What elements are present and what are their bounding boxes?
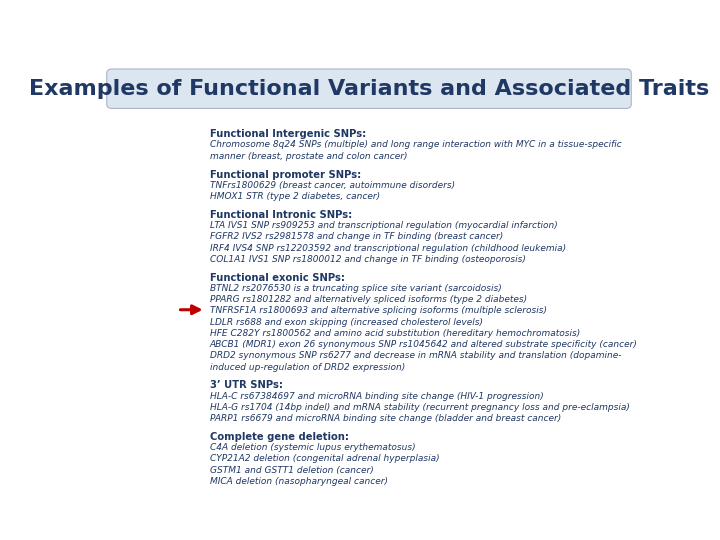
Text: IRF4 IVS4 SNP rs12203592 and transcriptional regulation (childhood leukemia): IRF4 IVS4 SNP rs12203592 and transcripti… [210,244,566,253]
Text: FGFR2 IVS2 rs2981578 and change in TF binding (breast cancer): FGFR2 IVS2 rs2981578 and change in TF bi… [210,232,503,241]
Text: Functional Intergenic SNPs:: Functional Intergenic SNPs: [210,129,366,139]
Text: HFE C282Y rs1800562 and amino acid substitution (hereditary hemochromatosis): HFE C282Y rs1800562 and amino acid subst… [210,329,580,338]
Text: EST. 2005: EST. 2005 [65,522,96,527]
Text: LDLR rs688 and exon skipping (increased cholesterol levels): LDLR rs688 and exon skipping (increased … [210,318,483,327]
Text: PPARG rs1801282 and alternatively spliced isoforms (type 2 diabetes): PPARG rs1801282 and alternatively splice… [210,295,527,304]
Text: 3’ UTR SNPs:: 3’ UTR SNPs: [210,380,283,390]
Text: Complete gene deletion:: Complete gene deletion: [210,432,349,442]
Text: TNFrs1800629 (breast cancer, autoimmune disorders): TNFrs1800629 (breast cancer, autoimmune … [210,181,455,190]
Text: ABCB1 (MDR1) exon 26 synonymous SNP rs1045642 and altered substrate specificity : ABCB1 (MDR1) exon 26 synonymous SNP rs10… [210,340,638,349]
Text: C4A deletion (systemic lupus erythematosus): C4A deletion (systemic lupus erythematos… [210,443,415,452]
Text: COL1A1 IVS1 SNP rs1800012 and change in TF binding (osteoporosis): COL1A1 IVS1 SNP rs1800012 and change in … [210,255,526,264]
Text: CYP21A2 deletion (congenital adrenal hyperplasia): CYP21A2 deletion (congenital adrenal hyp… [210,454,440,463]
Text: HLA-G rs1704 (14bp indel) and mRNA stability (recurrent pregnancy loss and pre-e: HLA-G rs1704 (14bp indel) and mRNA stabi… [210,403,630,412]
Text: BTNL2 rs2076530 is a truncating splice site variant (sarcoidosis): BTNL2 rs2076530 is a truncating splice s… [210,284,502,293]
Text: LTA IVS1 SNP rs909253 and transcriptional regulation (myocardial infarction): LTA IVS1 SNP rs909253 and transcriptiona… [210,221,558,230]
Text: University: University [46,504,114,517]
Text: Liverpool Hope: Liverpool Hope [30,489,130,502]
Text: Functional exonic SNPs:: Functional exonic SNPs: [210,273,345,283]
FancyBboxPatch shape [107,69,631,109]
Text: TNFRSF1A rs1800693 and alternative splicing isoforms (multiple sclerosis): TNFRSF1A rs1800693 and alternative splic… [210,306,547,315]
Text: manner (breast, prostate and colon cancer): manner (breast, prostate and colon cance… [210,152,408,161]
Text: induced up-regulation of DRD2 expression): induced up-regulation of DRD2 expression… [210,362,405,372]
Text: DRD2 synonymous SNP rs6277 and decrease in mRNA stability and translation (dopam: DRD2 synonymous SNP rs6277 and decrease … [210,352,621,360]
Text: PARP1 rs6679 and microRNA binding site change (bladder and breast cancer): PARP1 rs6679 and microRNA binding site c… [210,414,561,423]
Text: Functional Intronic SNPs:: Functional Intronic SNPs: [210,210,352,220]
Text: Functional promoter SNPs:: Functional promoter SNPs: [210,170,361,180]
Text: Chromosome 8q24 SNPs (multiple) and long range interaction with MYC in a tissue-: Chromosome 8q24 SNPs (multiple) and long… [210,140,622,150]
Text: MICA deletion (nasopharyngeal cancer): MICA deletion (nasopharyngeal cancer) [210,477,388,486]
Text: Examples of Functional Variants and Associated Traits: Examples of Functional Variants and Asso… [29,78,709,98]
Text: ★: ★ [37,461,62,489]
Text: HLA-C rs67384697 and microRNA binding site change (HIV-1 progression): HLA-C rs67384697 and microRNA binding si… [210,392,544,401]
Text: HMOX1 STR (type 2 diabetes, cancer): HMOX1 STR (type 2 diabetes, cancer) [210,192,380,201]
Text: GSTM1 and GSTT1 deletion (cancer): GSTM1 and GSTT1 deletion (cancer) [210,465,374,475]
